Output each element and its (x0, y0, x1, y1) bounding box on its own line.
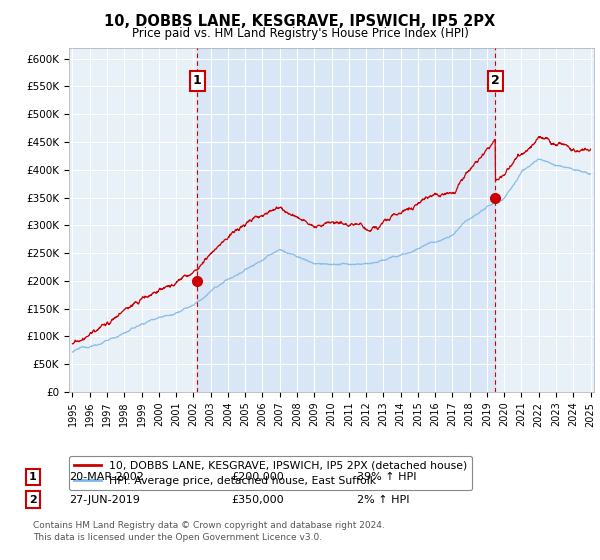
Text: Contains HM Land Registry data © Crown copyright and database right 2024.: Contains HM Land Registry data © Crown c… (33, 521, 385, 530)
Text: 1: 1 (29, 472, 37, 482)
Text: 27-JUN-2019: 27-JUN-2019 (69, 494, 140, 505)
Text: 2: 2 (29, 494, 37, 505)
Text: £200,000: £200,000 (231, 472, 284, 482)
Text: This data is licensed under the Open Government Licence v3.0.: This data is licensed under the Open Gov… (33, 533, 322, 542)
Text: 20-MAR-2002: 20-MAR-2002 (69, 472, 144, 482)
Bar (197, 48, 496, 392)
Text: 2% ↑ HPI: 2% ↑ HPI (357, 494, 409, 505)
Text: 2: 2 (491, 74, 500, 87)
Legend: 10, DOBBS LANE, KESGRAVE, IPSWICH, IP5 2PX (detached house), HPI: Average price,: 10, DOBBS LANE, KESGRAVE, IPSWICH, IP5 2… (69, 456, 472, 490)
Text: 39% ↑ HPI: 39% ↑ HPI (357, 472, 416, 482)
Text: 1: 1 (193, 74, 202, 87)
Text: 10, DOBBS LANE, KESGRAVE, IPSWICH, IP5 2PX: 10, DOBBS LANE, KESGRAVE, IPSWICH, IP5 2… (104, 14, 496, 29)
Text: £350,000: £350,000 (231, 494, 284, 505)
Text: Price paid vs. HM Land Registry's House Price Index (HPI): Price paid vs. HM Land Registry's House … (131, 27, 469, 40)
